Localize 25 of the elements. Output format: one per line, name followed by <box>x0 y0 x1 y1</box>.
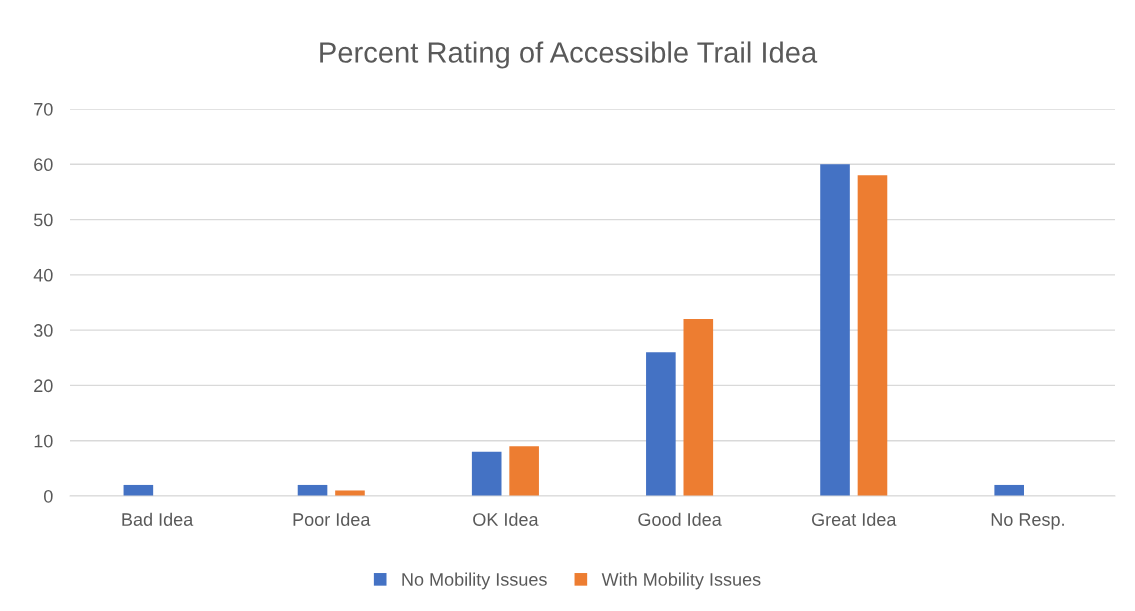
y-tick-label: 40 <box>33 268 53 282</box>
legend-label: No Mobility Issues <box>402 572 547 590</box>
x-tick-label: Poor Idea <box>293 512 371 526</box>
bar <box>683 319 714 496</box>
bar <box>646 352 676 496</box>
y-tick-label: 70 <box>34 102 53 116</box>
bar <box>820 164 850 496</box>
x-tick-label: Great Idea <box>812 512 897 526</box>
bar <box>471 451 502 496</box>
y-tick-label: 60 <box>34 158 53 172</box>
bar <box>994 484 1024 496</box>
x-tick-label: OK Idea <box>473 512 539 526</box>
y-tick-label: 50 <box>33 213 53 227</box>
y-tick-label: 20 <box>34 379 53 393</box>
y-tick-label: 30 <box>33 324 53 337</box>
chart-title: Percent Rating of Accessible Trail Idea <box>320 41 818 69</box>
y-tick-label: 10 <box>34 434 53 448</box>
bar <box>335 490 365 496</box>
legend-label: With Mobility Issues <box>601 572 761 590</box>
x-tick-label: Good Idea <box>638 512 722 526</box>
x-tick-label: No Resp. <box>991 513 1064 530</box>
bar <box>857 175 888 496</box>
x-tick-label: Bad Idea <box>122 512 194 526</box>
bar <box>509 446 539 496</box>
y-tick-label: 0 <box>44 489 53 503</box>
